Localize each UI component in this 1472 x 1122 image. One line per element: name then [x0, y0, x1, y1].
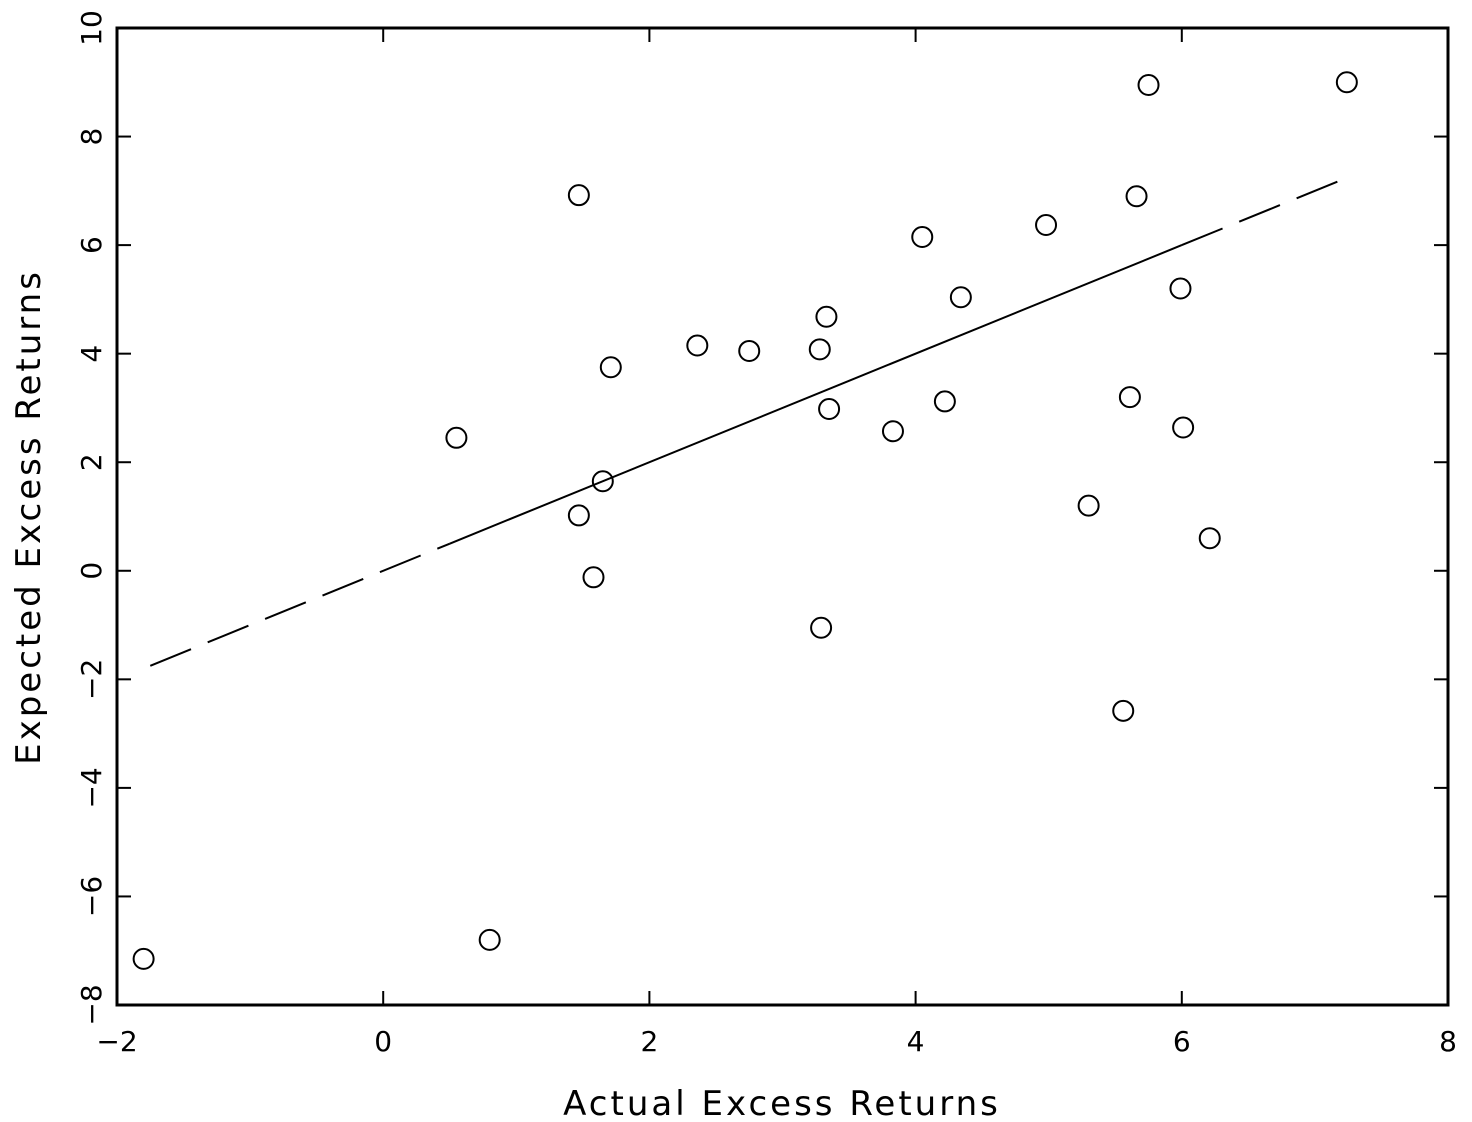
x-axis-title: Actual Excess Returns: [563, 1084, 1001, 1122]
data-point: [1125, 185, 1148, 208]
x-tick-label: −2: [96, 1025, 137, 1058]
data-point: [1077, 494, 1100, 517]
y-tick-label: 10: [75, 10, 108, 46]
data-point: [911, 225, 934, 248]
fit-line-dashed-left: [149, 542, 451, 667]
data-point: [881, 420, 904, 443]
x-tick-label: 2: [640, 1025, 658, 1058]
x-tick-label: 8: [1439, 1025, 1457, 1058]
fit-line-dashed-right: [1181, 179, 1342, 247]
fit-line-solid: [449, 244, 1183, 545]
data-point: [1198, 527, 1221, 550]
data-point: [738, 339, 761, 362]
plot-layer: −2 0 2 4 6 8 −8 −6 −4 −2 0 2 4 6 8 10: [75, 10, 1457, 1058]
data-point: [591, 470, 614, 493]
data-point: [567, 184, 590, 207]
data-point: [818, 398, 841, 421]
data-point: [567, 504, 590, 527]
y-tick-label: 8: [75, 128, 108, 146]
data-point: [132, 947, 155, 970]
y-tick-label: −6: [75, 876, 108, 917]
data-point: [478, 928, 501, 951]
y-tick-label: −4: [75, 767, 108, 808]
y-tick-label: 0: [75, 562, 108, 580]
data-point: [1035, 214, 1058, 237]
data-point: [933, 390, 956, 413]
y-tick-label: −8: [75, 984, 108, 1025]
y-tick-label: 2: [75, 453, 108, 471]
data-point: [582, 566, 605, 589]
plot-frame: [115, 26, 1450, 1007]
data-point: [1335, 71, 1358, 94]
data-point: [949, 286, 972, 309]
y-tick-label: −2: [75, 659, 108, 700]
y-axis-title: Expected Excess Returns: [9, 269, 49, 765]
x-tick-label: 6: [1173, 1025, 1191, 1058]
y-tick-label: 6: [75, 236, 108, 254]
data-point: [1137, 73, 1160, 96]
data-point: [1112, 699, 1135, 722]
data-point: [808, 338, 831, 361]
data-point: [686, 334, 709, 357]
data-point: [815, 305, 838, 328]
data-point: [445, 426, 468, 449]
x-tick-label: 4: [907, 1025, 925, 1058]
data-point: [810, 616, 833, 639]
data-point: [1118, 386, 1141, 409]
data-point: [599, 356, 622, 379]
data-point: [1169, 277, 1192, 300]
y-tick-label: 4: [75, 345, 108, 363]
x-tick-label: 0: [374, 1025, 392, 1058]
data-point: [1172, 416, 1195, 439]
